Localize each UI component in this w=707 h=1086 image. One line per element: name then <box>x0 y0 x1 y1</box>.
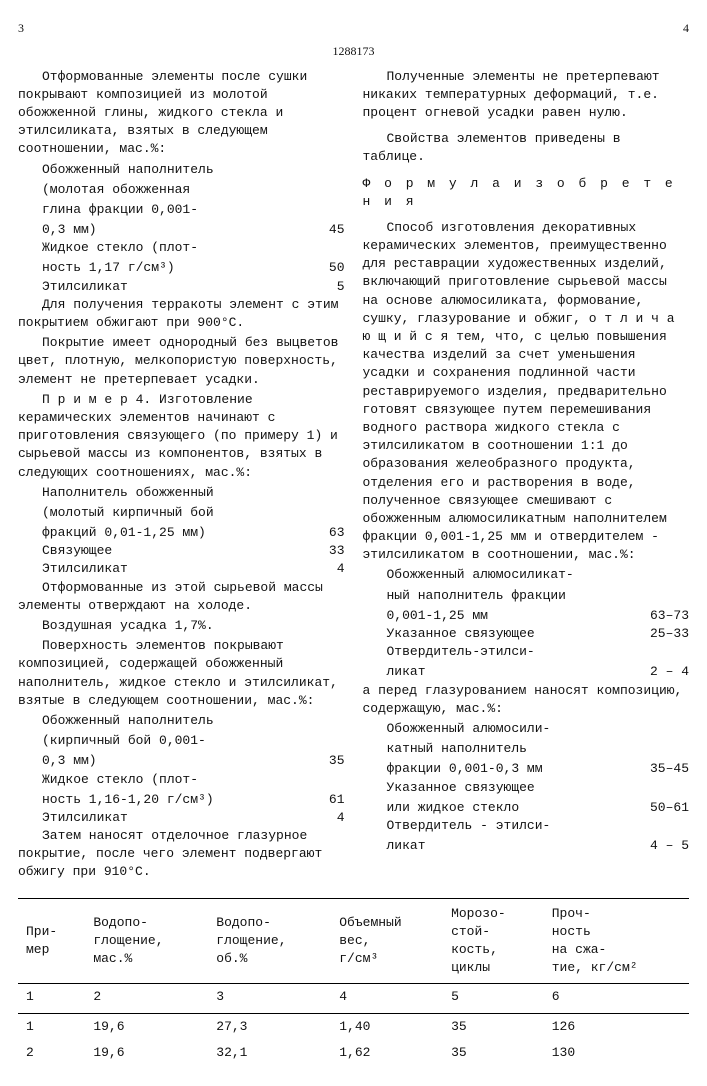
comp-val: 35 <box>305 752 345 770</box>
comp-line: Обожженный алюмосиликат- <box>363 566 690 584</box>
para: Для получения терракоты элемент с этим п… <box>18 296 345 332</box>
page-left-num: 3 <box>18 20 24 37</box>
table-cell: 27,3 <box>208 1013 331 1040</box>
comp-line: Указанное связующее <box>387 625 630 643</box>
comp-line: Этилсиликат <box>42 809 305 827</box>
para: Покрытие имеет однородный без выцветов ц… <box>18 334 345 389</box>
formula-title: Ф о р м у л а и з о б р е т е н и я <box>363 175 690 211</box>
para: Полученные элементы не претерпевают ника… <box>363 68 690 123</box>
comp-val: 50–61 <box>629 799 689 817</box>
table-row: 119,627,31,4035126 <box>18 1013 689 1040</box>
table-cell: 35 <box>443 1040 544 1066</box>
patent-number: 1288173 <box>18 43 689 60</box>
comp-line: Этилсиликат <box>42 560 305 578</box>
comp-line: Жидкое стекло (плот- <box>18 771 345 789</box>
comp-line: Связующее <box>42 542 305 560</box>
para: Отформованные элементы после сушки покры… <box>18 68 345 159</box>
comp-line: 0,001-1,25 мм <box>387 607 630 625</box>
comp-line: Отвердитель - этилси- <box>363 817 690 835</box>
comp-val: 61 <box>305 791 345 809</box>
comp-val: 45 <box>305 221 345 239</box>
page-header: 3 4 <box>18 20 689 37</box>
comp-val: 35–45 <box>629 760 689 778</box>
table-header: При- мер <box>18 898 85 984</box>
table-colnum: 6 <box>544 984 689 1013</box>
comp-line: или жидкое стекло <box>387 799 630 817</box>
table-cell: 19,6 <box>85 1040 208 1066</box>
table-cell: 1,62 <box>331 1040 443 1066</box>
comp-line: Указанное связующее <box>363 779 690 797</box>
para: Затем наносят отделочное глазурное покры… <box>18 827 345 882</box>
comp-line: Обожженный наполнитель <box>18 161 345 179</box>
comp-line: Обожженный наполнитель <box>18 712 345 730</box>
right-column: Полученные элементы не претерпевают ника… <box>363 68 690 884</box>
comp-line: ность 1,17 г/см³) <box>42 259 305 277</box>
comp-val: 25–33 <box>629 625 689 643</box>
comp-line: Жидкое стекло (плот- <box>18 239 345 257</box>
comp-line: Наполнитель обожженный <box>18 484 345 502</box>
para: П р и м е р 4. Изготовление керамических… <box>18 391 345 482</box>
table-header: Водопо- глощение, мас.% <box>85 898 208 984</box>
page-right-num: 4 <box>683 20 689 37</box>
comp-val: 4 <box>305 560 345 578</box>
para: Отформованные из этой сырьевой массы эле… <box>18 579 345 615</box>
table-header: Проч- ность на сжа- тие, кг/см² <box>544 898 689 984</box>
comp-val: 4 – 5 <box>629 837 689 855</box>
comp-val: 50 <box>305 259 345 277</box>
table-header: Морозо- стой- кость, циклы <box>443 898 544 984</box>
comp-line: катный наполнитель <box>363 740 690 758</box>
comp-val: 5 <box>305 278 345 296</box>
comp-line: 0,3 мм) <box>42 752 305 770</box>
table-cell: 2 <box>18 1040 85 1066</box>
comp-val: 33 <box>305 542 345 560</box>
comp-line: (кирпичный бой 0,001- <box>18 732 345 750</box>
table-cell: 32,1 <box>208 1040 331 1066</box>
table-header: Объемный вес, г/см³ <box>331 898 443 984</box>
comp-val: 2 – 4 <box>629 663 689 681</box>
table-cell: 19,6 <box>85 1013 208 1040</box>
comp-val: 63–73 <box>629 607 689 625</box>
comp-line: Отвердитель-этилси- <box>363 643 690 661</box>
table-colnum: 4 <box>331 984 443 1013</box>
table-row: 219,632,11,6235130 <box>18 1040 689 1066</box>
comp-line: ность 1,16-1,20 г/см³) <box>42 791 305 809</box>
table-cell: 1,40 <box>331 1013 443 1040</box>
comp-line: глина фракции 0,001- <box>18 201 345 219</box>
left-column: Отформованные элементы после сушки покры… <box>18 68 345 884</box>
table-cell: 35 <box>443 1013 544 1040</box>
comp-line: фракций 0,01-1,25 мм) <box>42 524 305 542</box>
properties-table: При- мерВодопо- глощение, мас.%Водопо- г… <box>18 898 689 1066</box>
table-cell: 1 <box>18 1013 85 1040</box>
comp-line: Обожженный алюмосили- <box>363 720 690 738</box>
para: Свойства элементов приведены в таблице. <box>363 130 690 166</box>
comp-line: (молотый кирпичный бой <box>18 504 345 522</box>
table-cell: 126 <box>544 1013 689 1040</box>
table-cell: 130 <box>544 1040 689 1066</box>
comp-line: (молотая обожженная <box>18 181 345 199</box>
comp-line: ликат <box>387 663 630 681</box>
table-colnum: 2 <box>85 984 208 1013</box>
para: Поверхность элементов покрывают композиц… <box>18 637 345 710</box>
comp-val: 63 <box>305 524 345 542</box>
table-header: Водопо- глощение, об.% <box>208 898 331 984</box>
comp-line: Этилсиликат <box>42 278 305 296</box>
table-colnum: 3 <box>208 984 331 1013</box>
para: а перед глазурованием наносят композицию… <box>363 682 690 718</box>
comp-line: фракции 0,001-0,3 мм <box>387 760 630 778</box>
comp-line: 0,3 мм) <box>42 221 305 239</box>
comp-line: ный наполнитель фракции <box>363 587 690 605</box>
table-colnum: 5 <box>443 984 544 1013</box>
comp-val: 4 <box>305 809 345 827</box>
table-colnum: 1 <box>18 984 85 1013</box>
para: Воздушная усадка 1,7%. <box>18 617 345 635</box>
para: Способ изготовления декоративных керамич… <box>363 219 690 565</box>
comp-line: ликат <box>387 837 630 855</box>
